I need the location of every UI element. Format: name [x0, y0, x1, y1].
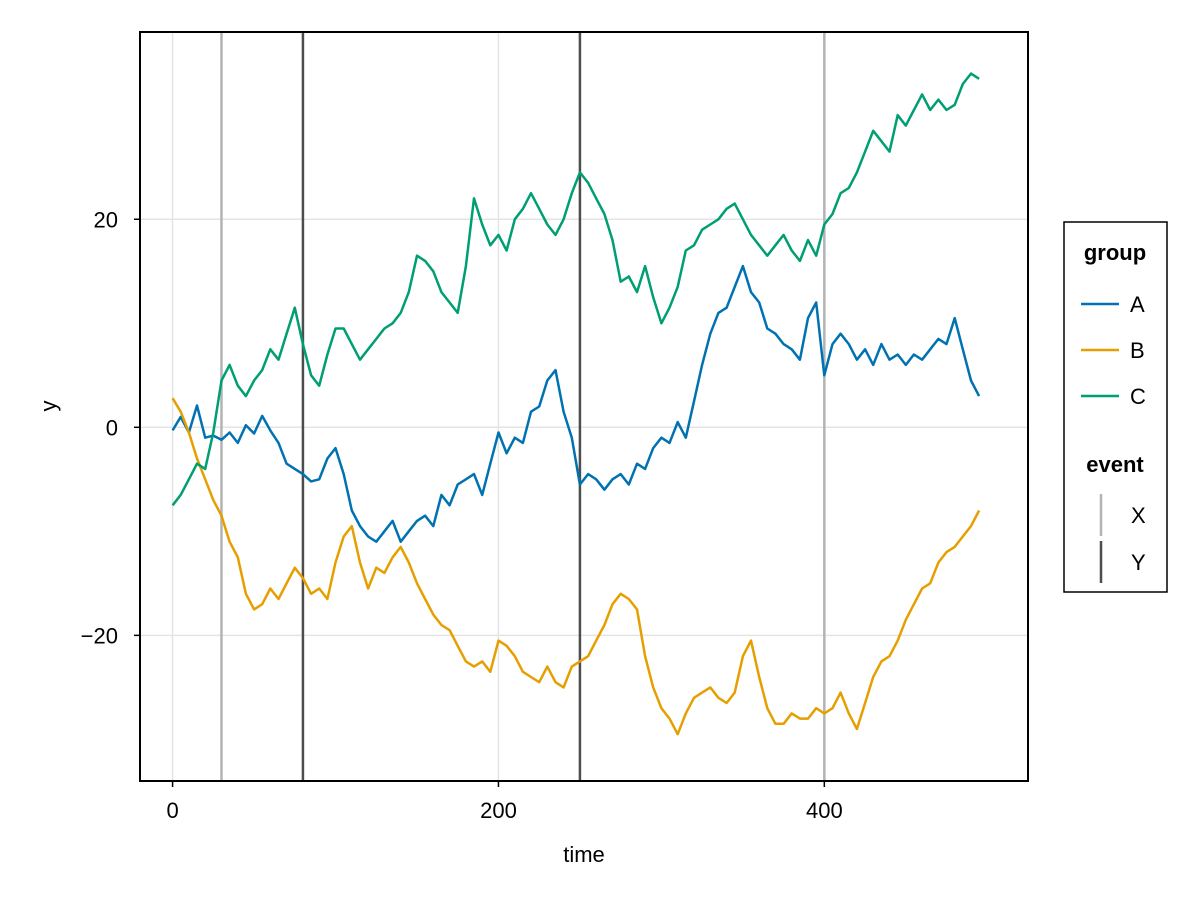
legend-event-entries: XY — [1099, 494, 1146, 583]
legend-title-group: group — [1084, 240, 1146, 265]
y-axis-ticks: −20 0 20 — [81, 207, 140, 648]
legend-box — [1063, 221, 1168, 593]
x-tick-label: 0 — [166, 798, 178, 823]
y-axis-label: y — [36, 401, 61, 412]
y-tick-label: 20 — [94, 207, 118, 232]
x-axis-label: time — [563, 842, 605, 867]
y-tick-label: 0 — [106, 415, 118, 440]
legend-label-c: C — [1130, 384, 1146, 409]
legend-label-b: B — [1130, 338, 1145, 363]
series-line-b — [171, 397, 981, 736]
plot-frame — [139, 31, 1029, 782]
legend: group ABC event XY — [1063, 221, 1168, 593]
x-tick-label: 400 — [806, 798, 843, 823]
legend-label-a: A — [1130, 292, 1145, 317]
series-line-c — [171, 72, 980, 507]
legend-title-event: event — [1086, 452, 1144, 477]
legend-label-y: Y — [1131, 550, 1146, 575]
series-line-a — [171, 264, 981, 543]
legend-series-entries: ABC — [1081, 292, 1146, 409]
series-lines — [171, 72, 981, 736]
x-tick-label: 200 — [480, 798, 517, 823]
x-axis-ticks: 0 200 400 — [166, 781, 843, 823]
event-lines — [220, 32, 826, 781]
grid-lines — [140, 32, 1028, 781]
legend-label-x: X — [1131, 503, 1146, 528]
y-tick-label: −20 — [81, 623, 118, 648]
